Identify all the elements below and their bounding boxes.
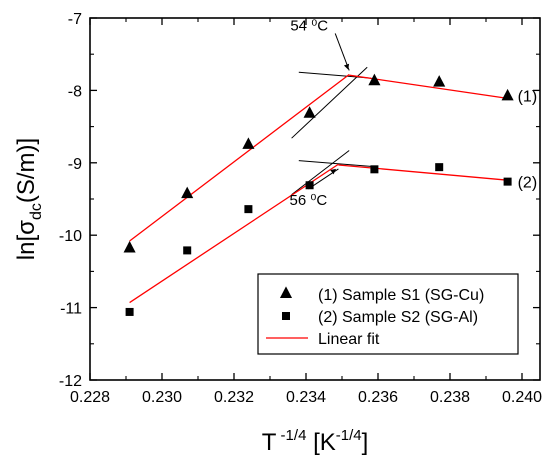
extrapolation-line [298, 160, 371, 167]
extrapolation-line [291, 66, 368, 139]
transition-temperature-label: 56 ⁰C [290, 192, 328, 209]
x-tick-label: 0.232 [214, 389, 254, 406]
x-tick-label: 0.234 [286, 389, 326, 406]
extrapolation-line [291, 150, 350, 196]
series-1-point [181, 186, 194, 199]
series-end-label: (2) [518, 175, 538, 192]
linear-fit-line [129, 73, 350, 242]
y-tick-label: -12 [59, 373, 82, 390]
legend-entry-label: (1) Sample S1 (SG-Cu) [318, 287, 484, 304]
series-2-point [503, 177, 512, 186]
series-2-point [125, 307, 134, 316]
y-tick-label: -11 [60, 301, 82, 318]
series-2-point [435, 163, 444, 172]
legend-box [257, 273, 519, 355]
series-2-point [370, 165, 379, 174]
x-tick-label: 0.236 [358, 389, 398, 406]
annotation-arrowhead [343, 63, 350, 70]
series-1-point [433, 75, 446, 87]
legend-triangle-marker [279, 286, 293, 298]
x-tick-label: 0.238 [430, 389, 470, 406]
series-1-point [123, 240, 136, 253]
series-2-point [244, 205, 253, 214]
series-1-point [501, 88, 514, 101]
y-tick-label: -10 [59, 228, 82, 245]
annotation-arrow [334, 33, 350, 71]
series-end-label: (1) [518, 88, 538, 105]
series-1-point [242, 137, 255, 149]
annotation-arrowhead [330, 168, 337, 175]
linear-fit-line [338, 164, 508, 181]
y-tick-label: -7 [68, 11, 82, 28]
series-1-point [303, 106, 316, 118]
linear-fit-line [129, 163, 339, 304]
series-1-point [368, 73, 381, 86]
legend-square-marker [282, 312, 290, 320]
y-tick-label: -9 [68, 156, 82, 173]
y-tick-label: -8 [68, 83, 82, 100]
transition-temperature-label: 54 ⁰C [290, 17, 328, 34]
series-2-point [305, 181, 314, 190]
x-tick-label: 0.230 [142, 389, 182, 406]
x-axis-title: T -1/4 [K-1/4] [262, 427, 369, 456]
x-tick-label: 0.240 [502, 389, 542, 406]
x-tick-label: 0.228 [70, 389, 110, 406]
y-axis-title: ln[σdc(S/m)] [13, 138, 45, 260]
legend-entry-label: Linear fit [318, 331, 380, 348]
legend-entry-label: (2) Sample S2 (SG-Al) [318, 309, 478, 326]
series-2-point [183, 246, 192, 255]
